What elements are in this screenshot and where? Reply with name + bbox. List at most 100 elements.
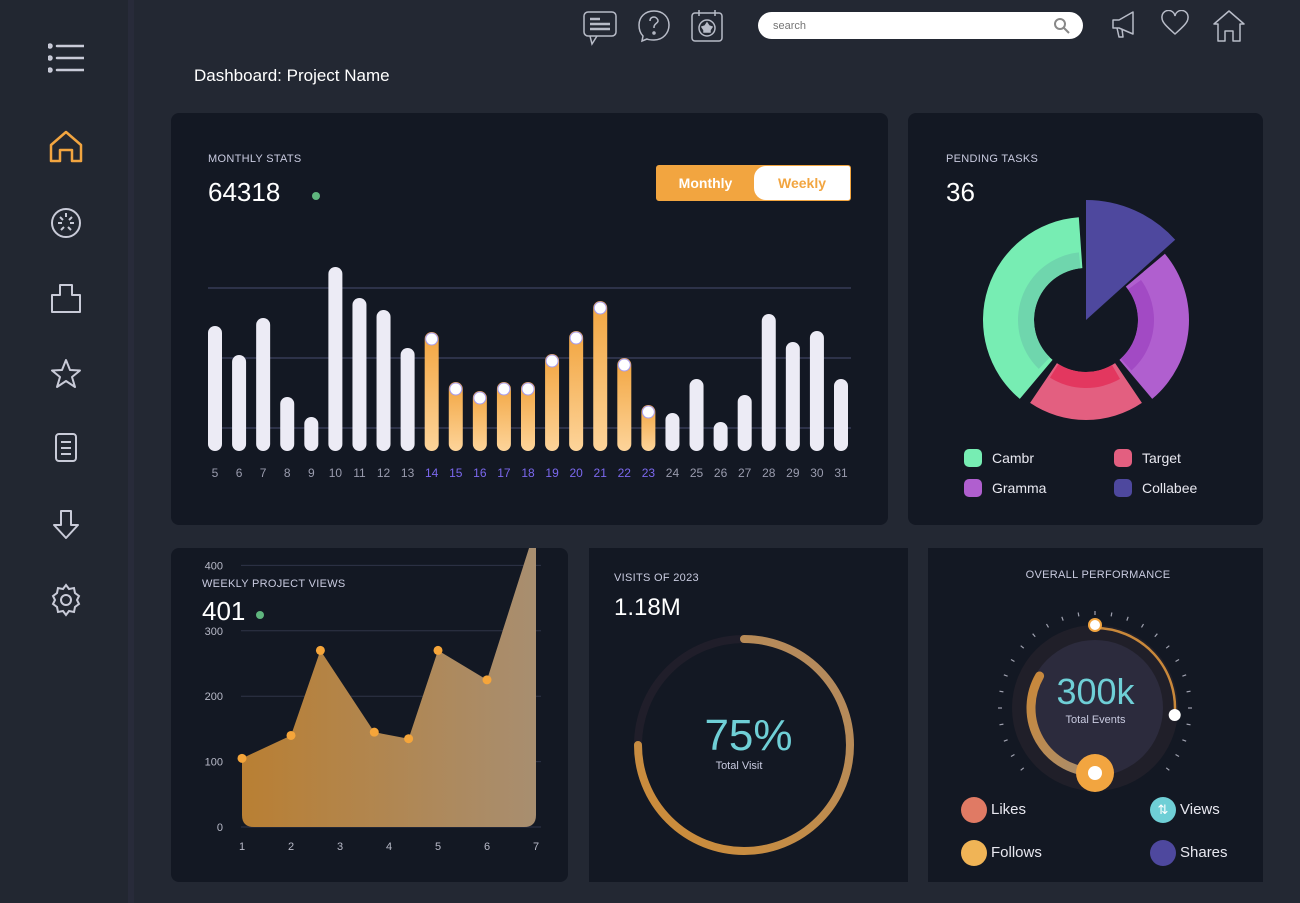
data-point[interactable] [404,734,414,744]
monthly-bar-chart: 5 6 7 8 9 10 11 12 13 14 15 16 17 18 19 20 21 22 23 24 25 26 2… [208,267,851,480]
toggle-weekly[interactable]: Weekly [754,166,850,200]
heart-icon[interactable] [1160,10,1190,36]
bar-7[interactable] [256,318,271,451]
help-icon[interactable] [637,9,671,43]
data-point[interactable] [369,727,379,737]
bar-6[interactable] [232,355,247,451]
gauge-tick [1175,658,1180,663]
chat-icon[interactable] [582,10,618,46]
data-point[interactable] [482,675,492,685]
bar-27[interactable] [737,395,752,451]
puzzle-icon[interactable] [48,281,84,317]
x-tick-label: 2 [288,841,294,853]
bar-11[interactable] [352,298,367,451]
x-tick-label: 29 [786,466,800,480]
gauge-tick [1126,616,1129,621]
data-point[interactable] [433,645,443,655]
gauge-tick [1175,753,1180,758]
star-icon[interactable] [48,356,84,392]
x-tick-label: 21 [594,466,608,480]
bar-12[interactable] [376,310,391,451]
page-title: Dashboard: Project Name [194,66,390,85]
card-title: VISITS OF 2023 [614,572,699,584]
bar-8[interactable] [280,397,295,451]
megaphone-icon[interactable] [1110,9,1140,39]
user-plus-icon [961,840,987,866]
gauge-inner [1027,640,1163,776]
gauge-tick [1020,645,1025,649]
card-title: OVERALL PERFORMANCE [1025,569,1171,581]
data-point[interactable] [315,645,325,655]
x-tick-label: 8 [284,466,291,480]
home-icon[interactable] [1212,9,1246,43]
x-tick-label: 6 [484,841,490,853]
bar-24[interactable] [665,413,680,451]
bar-29[interactable] [785,342,800,451]
gauge-tick [999,690,1004,693]
y-tick-label: 100 [205,757,223,769]
bar-22[interactable] [617,358,632,451]
bar-5[interactable] [208,326,222,451]
slice-inner [1049,364,1120,388]
legend-swatch-gramma [964,479,982,497]
x-tick-label: 1 [239,841,245,853]
monthly-stats-card: MONTHLY STATS 64318 Monthly Weekly 5 6 7 8 9… [171,113,888,525]
bar-26[interactable] [713,422,728,451]
slice-collabee[interactable] [1086,200,1176,320]
visits-progress-ring [634,635,854,855]
bar-13[interactable] [400,348,415,451]
stat-value: 64318 [208,177,281,207]
document-icon[interactable] [48,430,84,466]
bar-17[interactable] [496,382,511,451]
toggle-monthly[interactable]: Monthly [678,175,733,191]
bar-20[interactable] [569,331,584,451]
bar-16[interactable] [472,391,487,451]
y-tick-label: 0 [217,822,223,834]
x-tick-label: 6 [236,466,243,480]
gauge-tick [1182,739,1187,742]
bar-15[interactable] [448,382,463,451]
home-icon[interactable] [48,129,84,165]
x-tick-label: 15 [449,466,463,480]
bar-marker [521,382,535,396]
calendar-star-icon[interactable] [690,9,724,43]
bar-28[interactable] [761,314,776,451]
bar-18[interactable] [521,382,535,451]
bar-14[interactable] [424,332,439,451]
search-icon[interactable] [1053,17,1070,34]
area-fill [242,548,536,827]
legend-collabee: Collabee [1142,480,1198,496]
download-icon[interactable] [48,507,84,543]
data-point[interactable] [286,730,296,740]
bar-19[interactable] [545,354,560,451]
bar-9[interactable] [304,417,319,451]
bar-30[interactable] [809,331,824,451]
x-tick-label: 31 [834,466,848,480]
bar-25[interactable] [689,379,704,451]
x-tick-label: 23 [642,466,656,480]
gauge-knob-center [1088,766,1102,780]
bar-marker [545,354,559,368]
x-tick-label: 28 [762,466,776,480]
card-title: WEEKLY PROJECT VIEWS [202,578,346,590]
performance-gauge [998,611,1192,792]
x-tick-label: 24 [666,466,680,480]
x-tick-label: 25 [690,466,704,480]
legend-swatch-collabee [1114,479,1132,497]
percent-caption: Total Visit [715,760,763,772]
x-tick-label: 18 [521,466,535,480]
bar-31[interactable] [834,379,848,451]
status-dot [312,192,320,200]
dashboard-gauge-icon[interactable] [48,205,84,241]
gauge-handle-top[interactable] [1088,618,1102,632]
slice-target[interactable] [1030,363,1142,420]
search-input[interactable] [758,12,1083,39]
settings-icon[interactable] [48,582,84,618]
chat-bubble-icon [1150,840,1176,866]
data-point[interactable] [237,753,247,763]
bar-21[interactable] [593,301,608,451]
gauge-handle-right[interactable] [1168,708,1181,721]
x-tick-label: 4 [386,841,392,853]
menu-icon[interactable] [48,42,84,78]
bar-10[interactable] [328,267,343,451]
